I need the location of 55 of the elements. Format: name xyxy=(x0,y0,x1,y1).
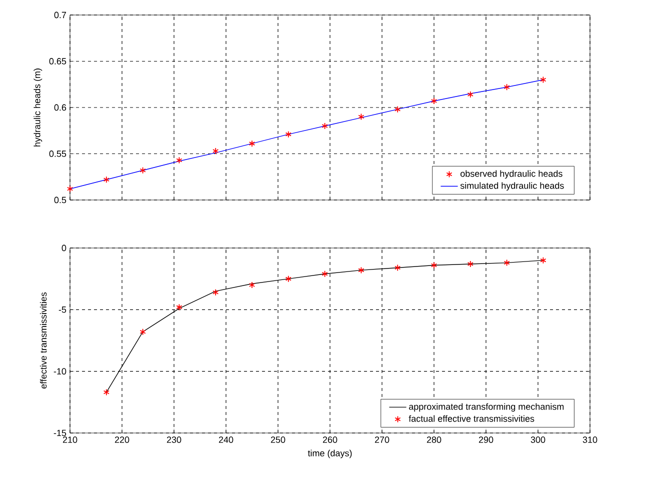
legend-label: approximated transforming mechanism xyxy=(409,403,564,412)
point xyxy=(285,275,292,282)
x-tick-label: 260 xyxy=(322,436,338,443)
y-tick-label: 0.5 xyxy=(54,196,66,204)
legend-label: factual effective transmissivities xyxy=(408,415,534,422)
y-tick-label: 0 xyxy=(62,244,66,252)
x-tick-label: 250 xyxy=(270,436,286,443)
y-tick-label: 0.65 xyxy=(49,58,66,64)
x-tick-label: 230 xyxy=(166,436,182,443)
x-tick-label: 240 xyxy=(218,436,234,443)
point xyxy=(248,282,256,288)
point xyxy=(176,304,182,311)
y-tick-label: -15 xyxy=(54,430,66,436)
x-tick-label: 310 xyxy=(582,436,598,443)
x-tick-label: 300 xyxy=(530,436,546,443)
point xyxy=(467,91,474,98)
point xyxy=(430,98,438,104)
point xyxy=(103,388,110,396)
point xyxy=(140,166,146,174)
y-tick-label: 0.7 xyxy=(54,12,66,18)
point xyxy=(540,256,546,264)
point xyxy=(66,185,74,192)
point xyxy=(140,328,146,336)
x-tick-label: 210 xyxy=(62,436,78,443)
point xyxy=(358,266,364,274)
point xyxy=(212,288,219,296)
point xyxy=(322,122,328,130)
point xyxy=(430,262,438,269)
point xyxy=(504,84,510,91)
line-series xyxy=(106,260,544,393)
x-tick-label: 220 xyxy=(114,436,130,443)
point xyxy=(358,113,364,120)
point xyxy=(394,264,401,272)
point xyxy=(467,260,474,268)
point xyxy=(285,130,292,138)
point xyxy=(176,156,182,164)
y-tick-label: -5 xyxy=(58,306,66,313)
y-tick-label: 0.55 xyxy=(49,150,66,157)
legend-label: observed hydraulic heads xyxy=(460,170,562,179)
point xyxy=(322,270,328,278)
x-tick-label: 290 xyxy=(478,436,494,443)
point xyxy=(394,106,401,113)
x-tick-label: 280 xyxy=(426,436,442,443)
point xyxy=(212,148,219,154)
y-axis-title: effective transmissivities xyxy=(40,292,47,389)
legend-label: simulated hydraulic heads xyxy=(460,182,564,191)
point xyxy=(504,259,510,266)
y-axis-title: hydraulic heads (m) xyxy=(34,68,42,146)
x-tick-label: 270 xyxy=(374,436,390,443)
y-tick-label: -10 xyxy=(54,368,66,375)
y-tick-label: 0.6 xyxy=(54,104,66,111)
point xyxy=(248,140,256,148)
x-axis-title: time (days) xyxy=(308,450,352,458)
point xyxy=(540,76,546,84)
point xyxy=(103,176,110,184)
